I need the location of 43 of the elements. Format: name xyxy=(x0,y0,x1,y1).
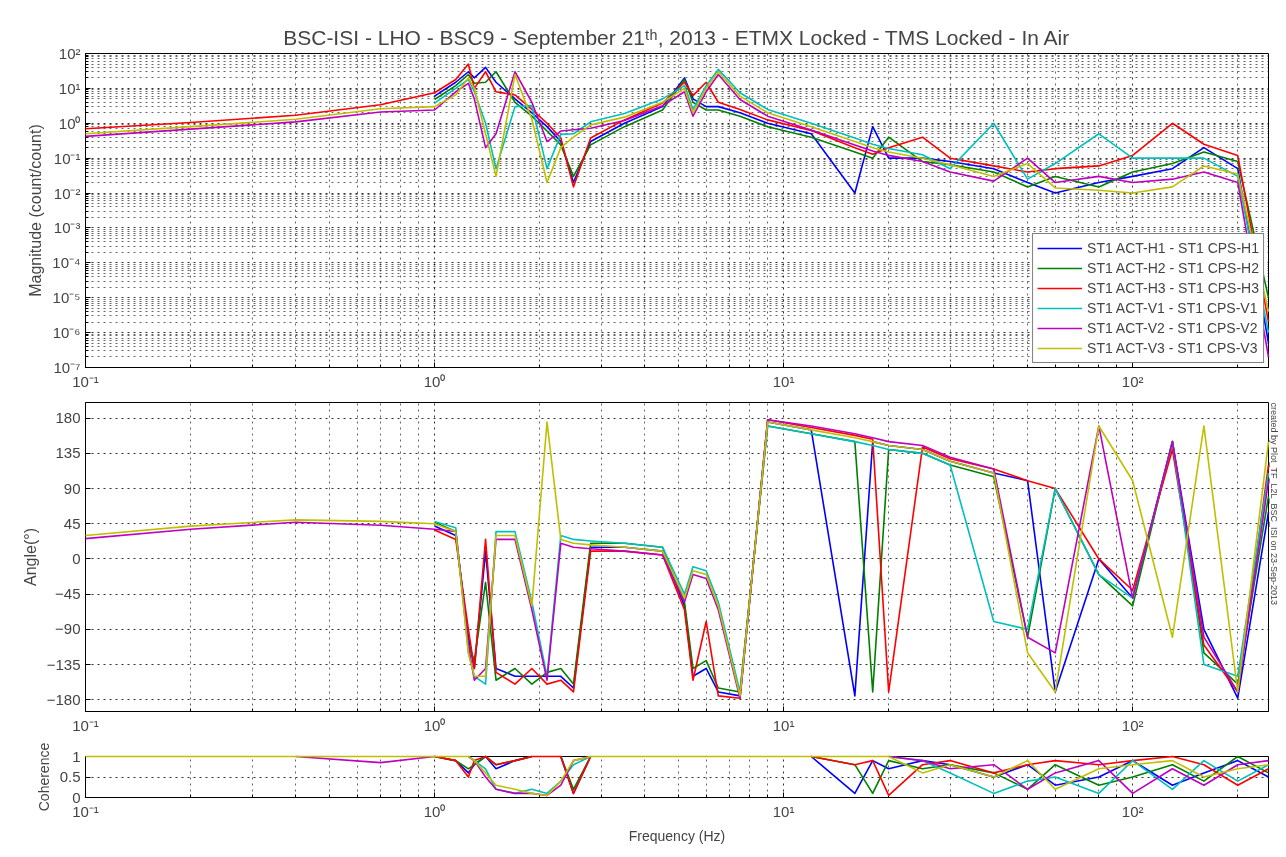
y-tick-label: 10⁻⁴ xyxy=(52,254,81,272)
text: created by Plot_TF_L2L_BSC_ISI on 23-Sep-2013 xyxy=(1268,402,1279,606)
y-tick-label: 10² xyxy=(58,45,81,62)
y-tick-label: 0 xyxy=(72,549,81,567)
y-tick-label: −90 xyxy=(55,620,81,638)
y-tick-label: 180 xyxy=(55,409,81,427)
y-tick-label: 10⁰ xyxy=(58,114,81,132)
y-tick-label: 10⁻² xyxy=(53,184,81,202)
x-axis-title: Frequency (Hz) xyxy=(628,827,726,844)
x-tick-label: 10¹ xyxy=(772,372,795,390)
legend-label: ST1 ACT-V3 - ST1 CPS-V3 xyxy=(1087,340,1258,356)
y-axis-title: Coherence xyxy=(35,742,52,812)
x-tick-label: 10¹ xyxy=(772,802,795,820)
x-tick-label: 10⁰ xyxy=(423,716,446,734)
y-axis-title: Angle(°) xyxy=(21,528,39,586)
y-tick-label: 0 xyxy=(72,788,81,806)
legend-label: ST1 ACT-H1 - ST1 CPS-H1 xyxy=(1087,240,1259,256)
y-tick-label: 10⁻⁶ xyxy=(52,324,81,342)
y-tick-label: 10⁻⁷ xyxy=(53,359,81,376)
y-tick-label: −135 xyxy=(46,655,81,673)
x-tick-label: 10² xyxy=(1121,716,1144,734)
y-tick-label: 0.5 xyxy=(59,768,81,785)
legend-label: ST1 ACT-H3 - ST1 CPS-H3 xyxy=(1087,280,1259,296)
y-tick-label: 10¹ xyxy=(58,79,81,97)
y-tick-label: 135 xyxy=(55,444,81,462)
x-tick-label: 10² xyxy=(1121,802,1144,820)
legend-label: ST1 ACT-H2 - ST1 CPS-H2 xyxy=(1087,260,1259,276)
y-tick-label: −45 xyxy=(55,585,81,603)
y-tick-label: 10⁻⁵ xyxy=(52,289,81,307)
y-tick-label: 10⁻³ xyxy=(53,219,81,237)
y-tick-label: −180 xyxy=(46,690,81,708)
y-axis-title: Magnitude (count/count) xyxy=(27,124,45,297)
x-tick-label: 10⁰ xyxy=(423,372,446,390)
legend-label: ST1 ACT-V1 - ST1 CPS-V1 xyxy=(1087,300,1258,316)
chart-title: BSC-ISI - LHO - BSC9 - September 21ᵗʰ, 2013 - ETMX Locked - TMS Locked - In Air xyxy=(283,25,1070,49)
x-tick-label: 10¹ xyxy=(772,716,795,734)
y-tick-label: 1 xyxy=(72,747,81,765)
legend-label: ST1 ACT-V2 - ST1 CPS-V2 xyxy=(1087,320,1258,336)
x-tick-label: 10⁰ xyxy=(423,802,446,820)
x-tick-label: 10² xyxy=(1121,372,1144,390)
y-tick-label: 90 xyxy=(63,479,81,497)
y-tick-label: 45 xyxy=(63,514,81,532)
y-tick-label: 10⁻¹ xyxy=(53,149,81,167)
